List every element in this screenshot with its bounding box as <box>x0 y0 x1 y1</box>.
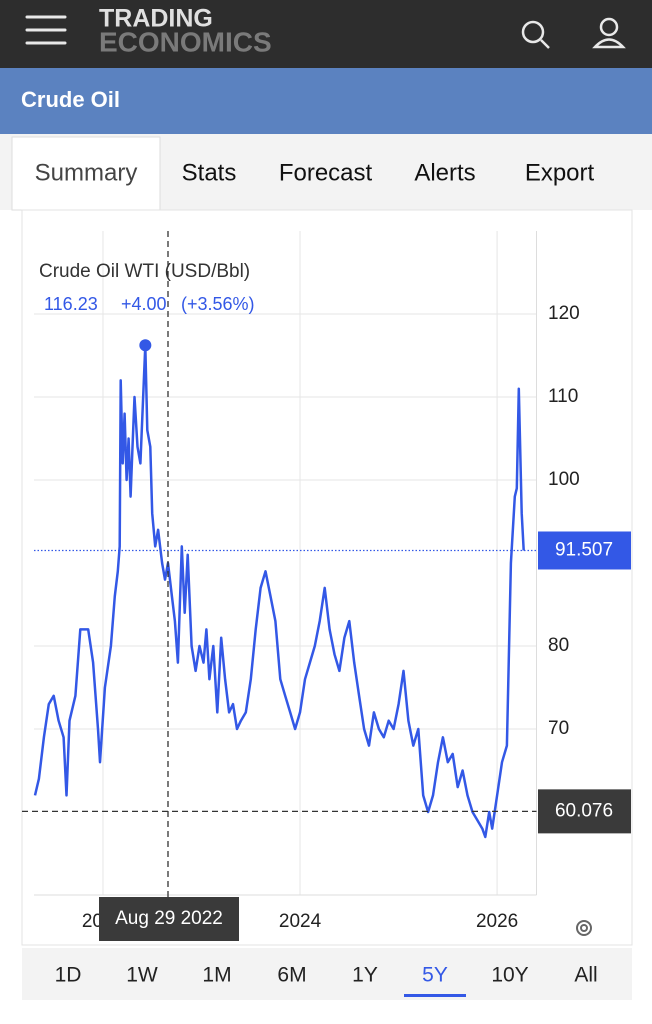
x-tick-label: 2024 <box>279 911 322 932</box>
last-price-box <box>538 531 631 570</box>
tab[interactable]: Alerts <box>414 159 475 186</box>
tab[interactable]: Stats <box>182 159 237 186</box>
settings-icon[interactable] <box>576 920 592 936</box>
range-button[interactable]: 1W <box>126 964 158 987</box>
chart-title: Crude Oil WTI (USD/Bbl) <box>39 261 250 282</box>
crosshair-x-box <box>99 897 239 941</box>
tab-active-bg <box>11 136 161 211</box>
y-tick-label: 110 <box>548 386 578 407</box>
header <box>0 0 652 68</box>
y-tick-label: 120 <box>548 303 580 324</box>
range-button[interactable]: 1D <box>55 964 82 987</box>
x-tick-label: 2026 <box>476 911 518 932</box>
hover-dot <box>139 339 152 352</box>
logo-bottom[interactable]: ECONOMICS <box>99 26 272 57</box>
crosshair-y-box <box>538 789 631 834</box>
range-bar <box>22 948 632 1000</box>
tab[interactable]: Summary <box>35 159 138 186</box>
hover-change-pct: (+3.56%) <box>181 294 255 314</box>
y-tick-label: 70 <box>548 718 569 739</box>
page-title: Crude Oil <box>21 87 120 112</box>
price-line <box>33 344 525 839</box>
hover-value: 116.23 <box>44 294 98 314</box>
hover-info: 116.23 +4.00 (+3.56%) <box>44 294 255 314</box>
search-icon[interactable] <box>521 20 550 49</box>
y-tick-label: 100 <box>548 469 580 490</box>
hover-change: +4.00 <box>121 294 167 314</box>
range-button[interactable]: 5Y <box>422 964 448 987</box>
range-button[interactable]: 6M <box>277 964 306 987</box>
range-button[interactable]: 1Y <box>352 964 378 987</box>
tab[interactable]: Forecast <box>279 159 373 186</box>
last-price-label: 91.507 <box>555 540 613 561</box>
range-button[interactable]: 1M <box>202 964 231 987</box>
logo-top[interactable]: TRADING <box>99 5 213 33</box>
chart-card <box>21 209 633 946</box>
crosshair-y-label: 60.076 <box>555 800 613 821</box>
tab[interactable]: Export <box>525 159 595 186</box>
range-underline <box>404 994 466 997</box>
menu-icon[interactable] <box>25 15 67 45</box>
title-bar <box>0 68 652 134</box>
crosshair-x-label: Aug 29 2022 <box>115 908 223 929</box>
user-icon[interactable] <box>592 17 626 49</box>
range-button[interactable]: All <box>574 964 597 987</box>
y-tick-label: 80 <box>548 635 569 656</box>
range-button[interactable]: 10Y <box>491 964 528 987</box>
